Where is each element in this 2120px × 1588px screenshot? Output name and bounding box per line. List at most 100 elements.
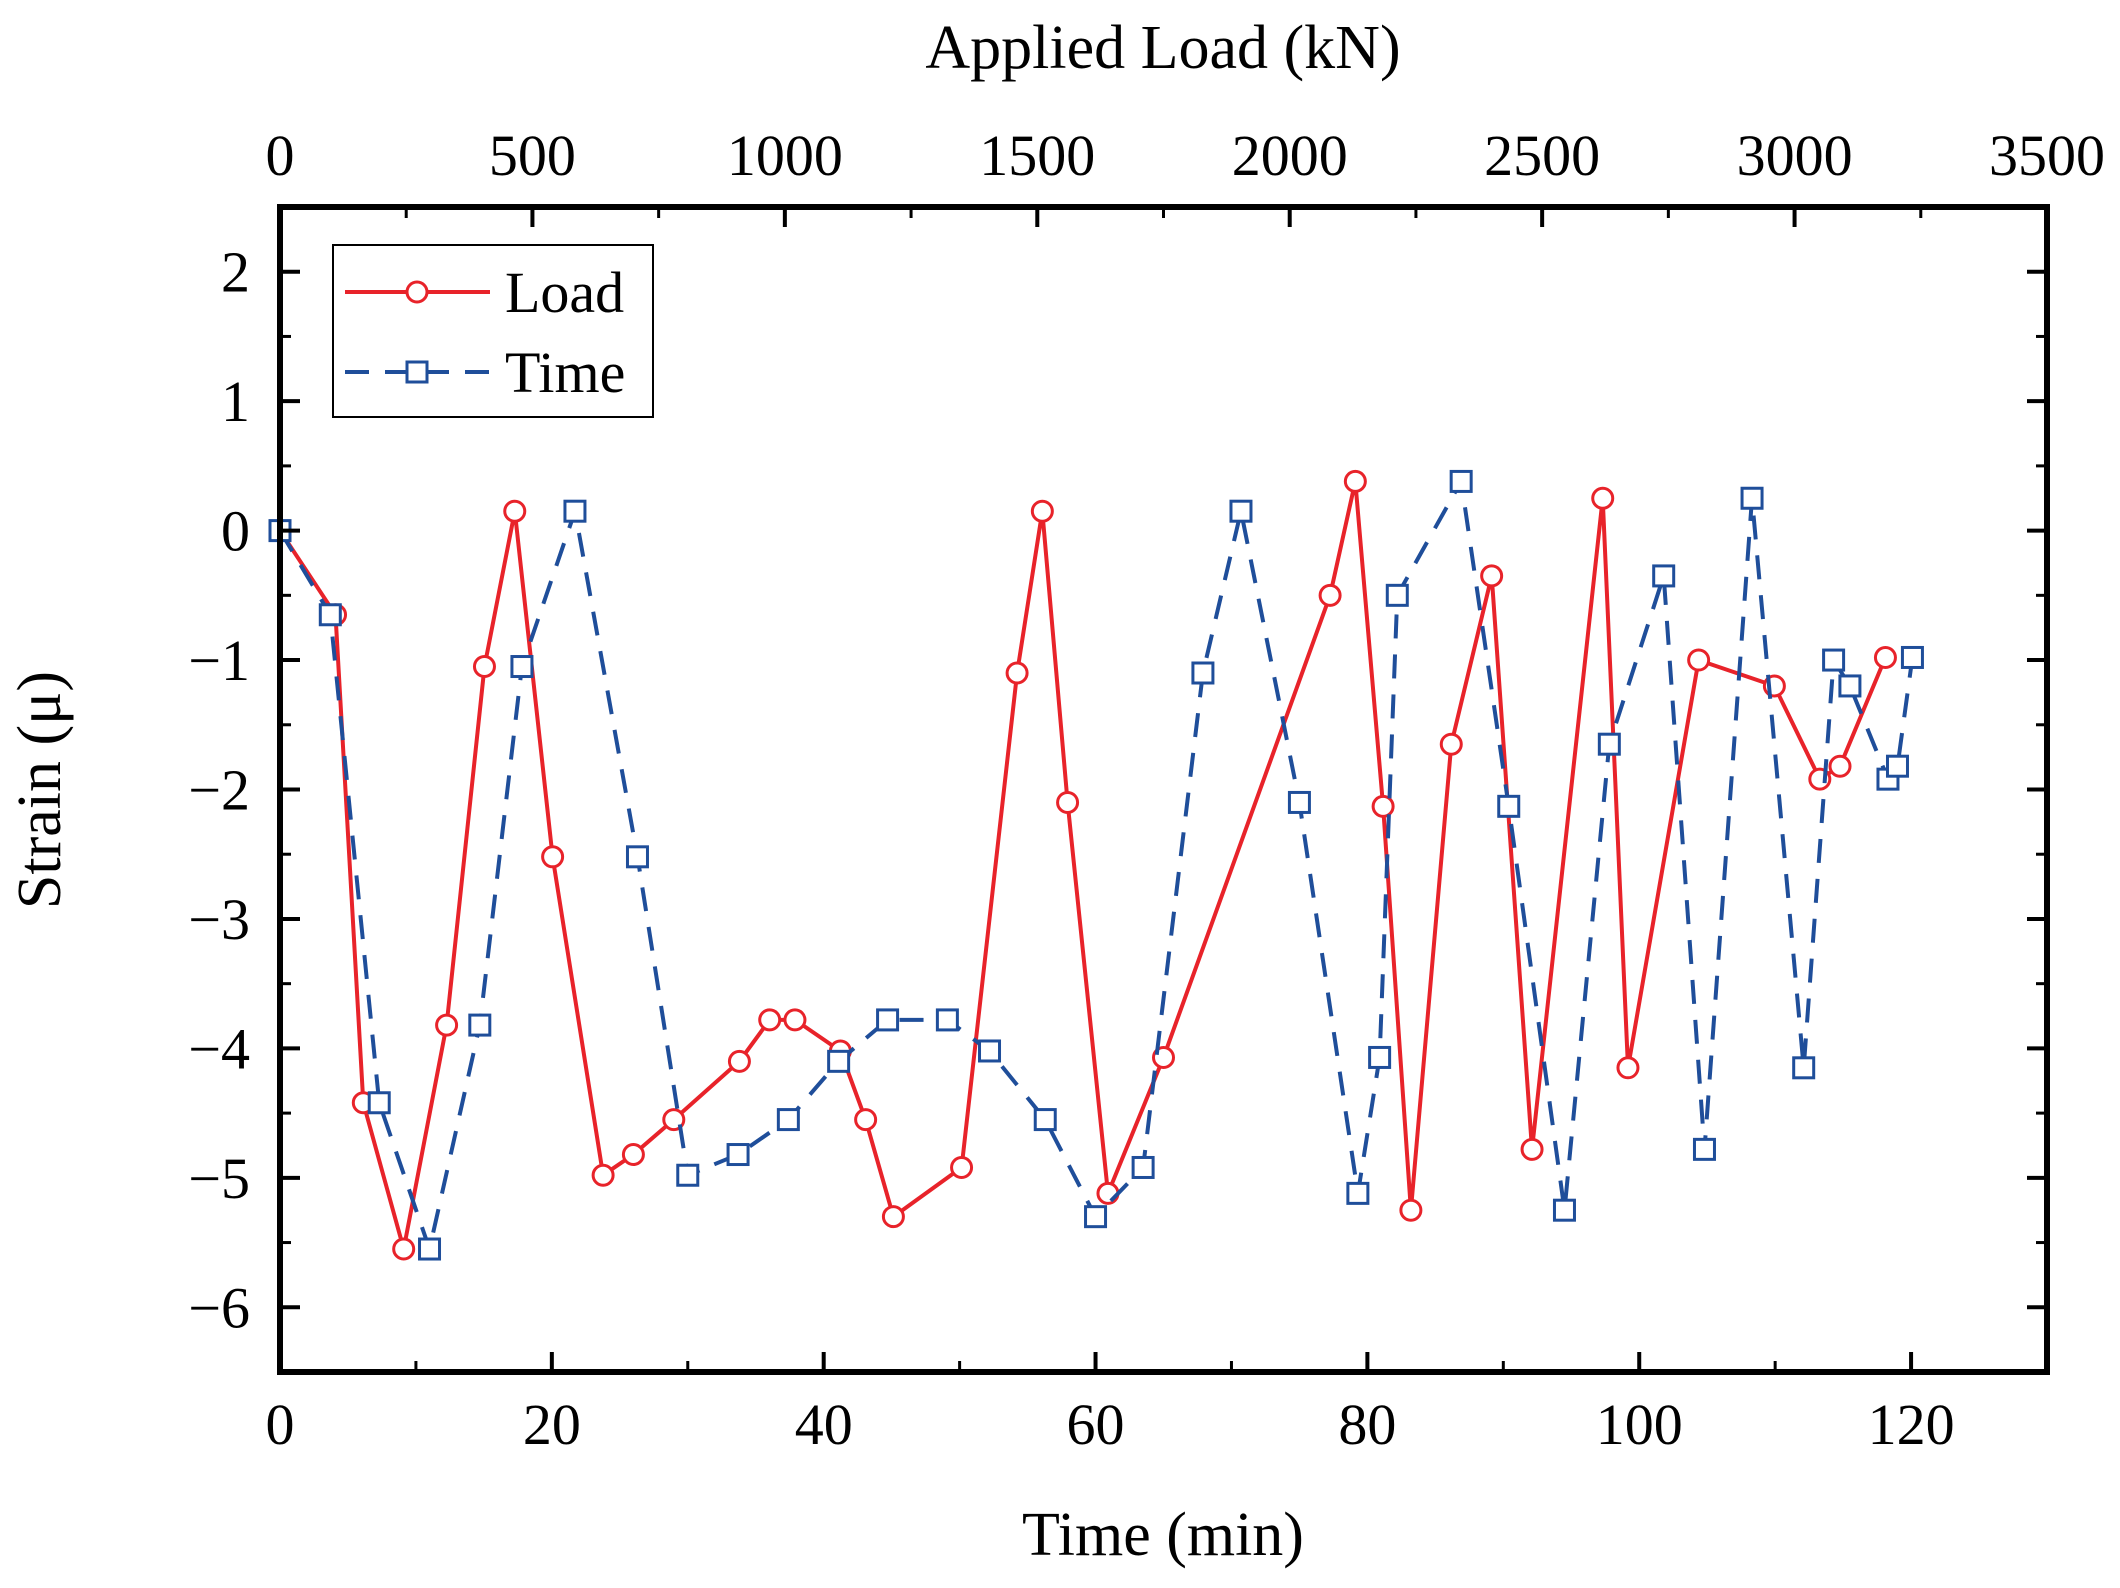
x2-axis-title: Applied Load (kN) — [925, 14, 1400, 82]
x2-tick-label: 1000 — [727, 123, 843, 188]
data-point-load — [392, 1237, 416, 1261]
x2-tick-label: 3500 — [1989, 123, 2105, 188]
data-point-time — [625, 845, 649, 869]
data-point-time — [1652, 564, 1676, 588]
ticks-layer — [278, 205, 2049, 1374]
x2-tick-label: 500 — [489, 123, 576, 188]
data-point-load — [854, 1108, 878, 1132]
x-axis-title: Time (min) — [1022, 1501, 1304, 1569]
data-point-load — [1343, 469, 1367, 493]
data-point-load — [1520, 1137, 1544, 1161]
data-point-time — [1692, 1137, 1716, 1161]
x-tick-label: 120 — [1868, 1392, 1955, 1457]
y-tick-label: 2 — [221, 240, 250, 305]
y-tick-label: −3 — [188, 887, 250, 952]
y-tick-label: −6 — [188, 1275, 250, 1340]
y-tick-label: 1 — [221, 369, 250, 434]
data-point-time — [510, 655, 534, 679]
data-point-time — [1449, 469, 1473, 493]
data-point-load — [1371, 794, 1395, 818]
y-axis-title: Strain (μ) — [6, 671, 74, 909]
x2-tick-label: 0 — [266, 123, 295, 188]
data-point-time — [1229, 499, 1253, 523]
data-point-load — [758, 1008, 782, 1032]
data-point-load — [1318, 583, 1342, 607]
data-point-time — [563, 499, 587, 523]
x-tick-label: 20 — [523, 1392, 581, 1457]
data-point-time — [1131, 1155, 1155, 1179]
data-point-time — [1740, 486, 1764, 510]
data-point-time — [1084, 1205, 1108, 1229]
x2-tick-label: 2500 — [1484, 123, 1600, 188]
x2-tick-label: 1500 — [979, 123, 1095, 188]
x-tick-label: 100 — [1596, 1392, 1683, 1457]
data-point-time — [876, 1008, 900, 1032]
data-point-time — [1900, 645, 1924, 669]
data-point-load — [1096, 1181, 1120, 1205]
series-line-load — [278, 479, 1888, 1251]
data-point-time — [776, 1108, 800, 1132]
data-point-time — [1385, 583, 1409, 607]
data-point-time — [1346, 1181, 1370, 1205]
data-point-time — [935, 1008, 959, 1032]
data-point-load — [503, 499, 527, 523]
data-point-time — [318, 603, 342, 627]
x-tick-label: 80 — [1338, 1392, 1396, 1457]
data-point-time — [1497, 794, 1521, 818]
data-point-time — [1838, 674, 1862, 698]
data-point-time — [827, 1049, 851, 1073]
series-layer — [268, 469, 1924, 1261]
y-tick-label: −2 — [188, 758, 250, 823]
data-point-load — [727, 1049, 751, 1073]
data-point-load — [1439, 732, 1463, 756]
data-point-load — [1399, 1198, 1423, 1222]
data-point-time — [1822, 648, 1846, 672]
y-tick-label: −1 — [188, 628, 250, 693]
data-point-time — [367, 1091, 391, 1115]
data-point-load — [621, 1143, 645, 1167]
data-point-time — [726, 1143, 750, 1167]
data-point-load — [783, 1008, 807, 1032]
data-point-load — [591, 1163, 615, 1187]
legend-time-label: Time — [505, 340, 625, 405]
data-point-load — [1873, 645, 1897, 669]
x2-tick-label: 3000 — [1737, 123, 1853, 188]
data-point-load — [1687, 648, 1711, 672]
legend-load-marker — [405, 280, 429, 304]
legend-load-label: Load — [505, 260, 624, 325]
legend-box — [332, 244, 654, 418]
data-point-time — [676, 1163, 700, 1187]
data-point-load — [435, 1013, 459, 1037]
data-point-load — [1591, 486, 1615, 510]
legend-time-marker — [405, 360, 429, 384]
data-point-time — [1287, 790, 1311, 814]
x-tick-label: 0 — [266, 1392, 295, 1457]
data-point-load — [1005, 661, 1029, 685]
data-point-load — [541, 845, 565, 869]
data-point-time — [1368, 1045, 1392, 1069]
y-tick-label: 0 — [221, 499, 250, 564]
y-tick-label: −5 — [188, 1146, 250, 1211]
data-point-load — [881, 1205, 905, 1229]
x-tick-label: 40 — [795, 1392, 853, 1457]
data-point-load — [662, 1108, 686, 1132]
data-point-time — [468, 1013, 492, 1037]
data-point-time — [978, 1039, 1002, 1063]
data-point-load — [1828, 754, 1852, 778]
data-point-time — [1552, 1198, 1576, 1222]
data-point-load — [1616, 1056, 1640, 1080]
data-point-load — [1480, 564, 1504, 588]
data-point-time — [1033, 1108, 1057, 1132]
x-tick-label: 60 — [1067, 1392, 1125, 1457]
data-point-load — [950, 1155, 974, 1179]
data-point-time — [418, 1237, 442, 1261]
legend: Load Time — [332, 244, 654, 418]
data-point-time — [1792, 1056, 1816, 1080]
data-point-load — [472, 655, 496, 679]
data-point-load — [1056, 790, 1080, 814]
data-point-load — [1030, 499, 1054, 523]
data-point-time — [1597, 732, 1621, 756]
data-point-time — [1191, 661, 1215, 685]
